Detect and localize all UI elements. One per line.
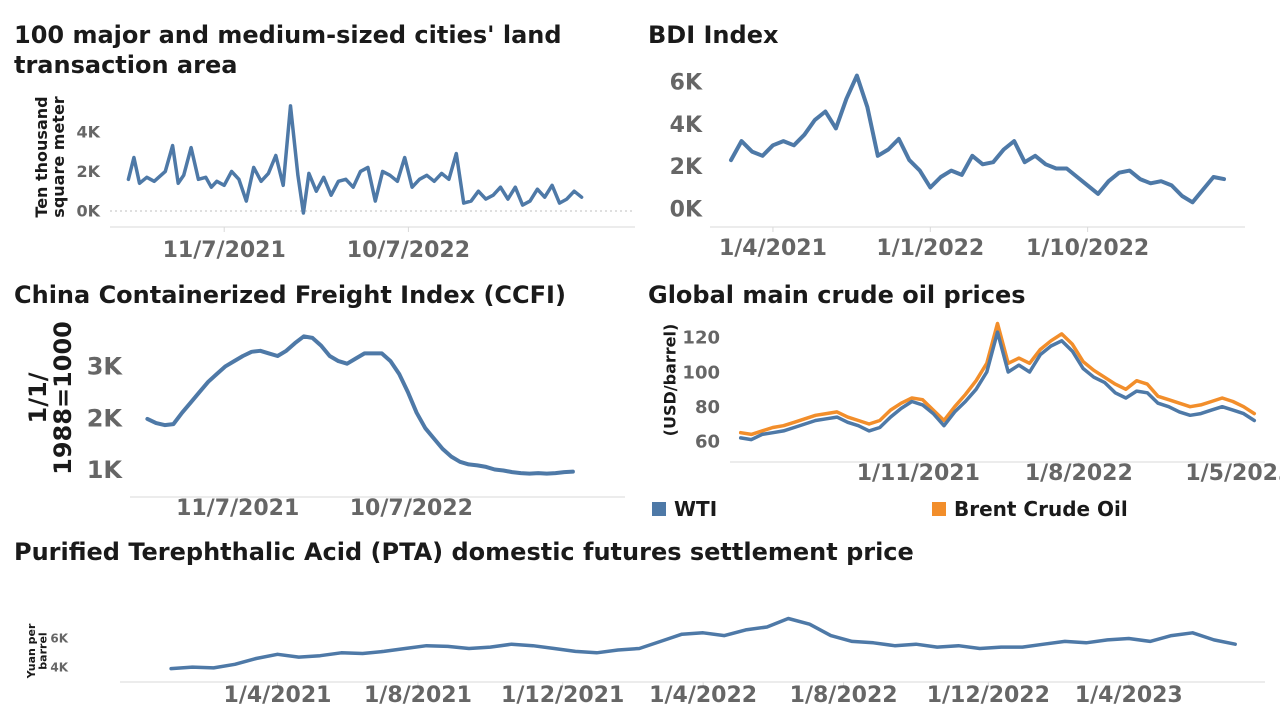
y-tick-label: 6K [670, 71, 703, 96]
bdi-chart: 0K 2K 4K 6K 1/4/2021 1/1/2022 1/10/2022 [670, 71, 1245, 261]
x-tick-label: 11/7/2021 [176, 496, 299, 521]
y-axis-title: 1/1/1988=1000 [24, 321, 77, 475]
y-axis-title: (USD/barrel) [661, 324, 680, 437]
brent-swatch [932, 502, 946, 516]
y-axis-title: Ten thousandsquare meter [32, 96, 68, 218]
x-tick-label: 10/7/2022 [347, 238, 470, 263]
y-tick-label: 120 [682, 328, 720, 349]
land-series-line [126, 104, 584, 215]
y-tick-label: 2K [76, 162, 100, 181]
pta-panel: Purified Terephthalic Acid (PTA) domesti… [0, 530, 1280, 720]
oil-panel: Global main crude oil prices 60 80 100 120 1… [640, 270, 1280, 530]
y-tick-label: 6K [50, 632, 68, 646]
pta-series-line [169, 616, 1237, 671]
x-tick-label: 1/11/2021 [857, 461, 980, 486]
x-tick-label: 1/8/2022 [1025, 461, 1133, 486]
x-tick-label: 1/4/2022 [649, 683, 757, 708]
land-panel: 100 major and medium-sized cities' land … [0, 0, 640, 270]
bdi-title: BDI Index [648, 21, 779, 49]
wti-swatch [652, 502, 666, 516]
y-tick-label: 60 [695, 432, 720, 453]
x-tick-label: 1/5/2023 [1185, 461, 1280, 486]
legend-wti: WTI [652, 497, 717, 521]
ccfi-chart: 1K 2K 3K 11/7/2021 10/7/2022 1/1/1988=1000 [24, 321, 625, 521]
x-tick-label: 1/8/2021 [364, 683, 472, 708]
bdi-series-line [729, 73, 1226, 205]
oil-title: Global main crude oil prices [648, 281, 1026, 309]
y-tick-label: 2K [670, 155, 703, 180]
y-tick-label: 2K [87, 404, 124, 432]
ccfi-panel: China Containerized Freight Index (CCFI)… [0, 270, 640, 530]
y-axis-title: Yuan perbarrel [25, 623, 50, 679]
y-tick-label: 3K [87, 353, 124, 381]
series-line-wti [738, 330, 1257, 442]
pta-title: Purified Terephthalic Acid (PTA) domesti… [14, 538, 914, 566]
x-tick-label: 1/4/2021 [719, 236, 827, 261]
x-tick-label: 1/12/2021 [501, 683, 624, 708]
land-title-line2: transaction area [14, 51, 238, 79]
x-tick-label: 1/1/2022 [876, 236, 984, 261]
x-tick-label: 1/12/2022 [927, 683, 1050, 708]
land-chart: 0K 2K 4K 11/7/2021 10/7/2022 Ten thousandsqua… [32, 96, 635, 263]
ccfi-series-line [145, 334, 575, 476]
oil-chart: 60 80 100 120 1/11/2021 1/8/2022 1/5/2023 (USD/… [661, 321, 1280, 486]
pta-chart: 4K 6K 1/4/2021 1/8/2021 1/12/2021 1/4/2022 1/8… [25, 616, 1265, 708]
y-tick-label: 4K [670, 113, 703, 138]
legend-wti-label: WTI [674, 497, 718, 521]
x-tick-label: 1/10/2022 [1026, 236, 1149, 261]
land-title-line1: 100 major and medium-sized cities' land [14, 21, 562, 49]
y-tick-label: 1K [87, 456, 124, 484]
y-tick-label: 0K [76, 202, 100, 221]
x-tick-label: 10/7/2022 [350, 496, 473, 521]
y-tick-label: 0K [670, 197, 703, 222]
y-tick-label: 4K [76, 122, 100, 141]
y-tick-label: 4K [50, 660, 68, 674]
x-tick-label: 1/4/2023 [1075, 683, 1183, 708]
legend-brent: Brent Crude Oil [932, 497, 1128, 521]
x-tick-label: 1/8/2022 [790, 683, 898, 708]
y-tick-label: 80 [695, 397, 720, 418]
y-tick-label: 100 [682, 362, 720, 383]
x-tick-label: 1/4/2021 [224, 683, 332, 708]
bdi-panel: BDI Index 0K 2K 4K 6K 1/4/2021 1/1/2022 1/10/2… [640, 0, 1280, 270]
land-title: 100 major and medium-sized cities' land … [14, 20, 562, 80]
x-tick-label: 11/7/2021 [163, 238, 286, 263]
ccfi-title: China Containerized Freight Index (CCFI) [14, 281, 566, 309]
legend-brent-label: Brent Crude Oil [954, 497, 1128, 521]
series-line-brent [738, 321, 1257, 437]
